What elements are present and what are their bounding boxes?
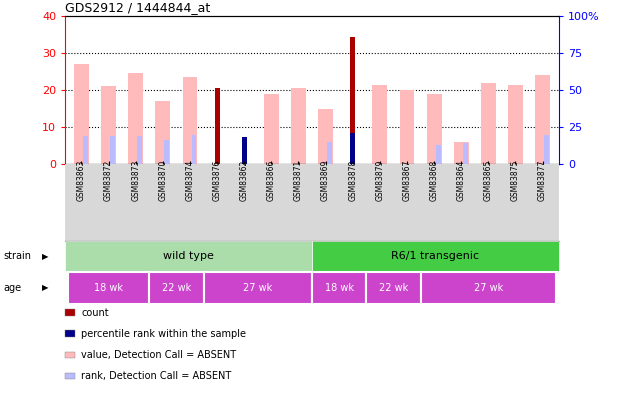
Bar bbox=[192, 135, 196, 164]
Text: percentile rank within the sample: percentile rank within the sample bbox=[81, 329, 247, 339]
Text: R6/1 transgenic: R6/1 transgenic bbox=[391, 251, 479, 261]
Bar bbox=[68, 272, 149, 304]
Bar bbox=[544, 135, 549, 164]
Bar bbox=[508, 85, 523, 164]
Bar bbox=[420, 272, 556, 304]
Bar bbox=[454, 142, 469, 164]
Bar bbox=[111, 136, 115, 164]
Bar bbox=[463, 143, 468, 164]
Bar bbox=[65, 241, 312, 271]
Bar bbox=[350, 133, 355, 164]
Bar bbox=[215, 88, 220, 164]
Text: 22 wk: 22 wk bbox=[162, 283, 191, 293]
Text: count: count bbox=[81, 308, 109, 318]
Text: ▶: ▶ bbox=[42, 252, 48, 261]
Bar bbox=[183, 77, 197, 164]
Text: wild type: wild type bbox=[163, 251, 214, 261]
Text: value, Detection Call = ABSENT: value, Detection Call = ABSENT bbox=[81, 350, 237, 360]
Bar bbox=[463, 151, 468, 164]
Bar bbox=[312, 272, 366, 304]
Bar bbox=[137, 136, 142, 164]
Bar bbox=[427, 94, 442, 164]
Bar bbox=[366, 272, 420, 304]
Text: rank, Detection Call = ABSENT: rank, Detection Call = ABSENT bbox=[81, 371, 232, 381]
Text: 18 wk: 18 wk bbox=[325, 283, 354, 293]
Text: GDS2912 / 1444844_at: GDS2912 / 1444844_at bbox=[65, 1, 211, 14]
Bar bbox=[155, 101, 170, 164]
Bar bbox=[373, 85, 388, 164]
Text: age: age bbox=[3, 283, 21, 293]
Bar bbox=[318, 109, 333, 164]
Text: 18 wk: 18 wk bbox=[94, 283, 123, 293]
Bar bbox=[291, 88, 306, 164]
Bar bbox=[165, 141, 170, 164]
Text: 27 wk: 27 wk bbox=[474, 283, 503, 293]
Bar bbox=[101, 86, 116, 164]
Bar bbox=[436, 145, 441, 164]
Bar bbox=[74, 64, 89, 164]
Bar bbox=[129, 73, 143, 164]
Bar bbox=[350, 36, 355, 164]
Text: 22 wk: 22 wk bbox=[379, 283, 408, 293]
Text: strain: strain bbox=[3, 251, 31, 261]
Bar bbox=[535, 75, 550, 164]
Bar bbox=[204, 272, 312, 304]
Bar bbox=[312, 241, 559, 271]
Bar bbox=[83, 136, 88, 164]
Text: 27 wk: 27 wk bbox=[243, 283, 273, 293]
Text: ▶: ▶ bbox=[42, 284, 48, 292]
Bar bbox=[149, 272, 204, 304]
Bar bbox=[264, 94, 279, 164]
Bar bbox=[481, 83, 496, 164]
Bar bbox=[242, 137, 247, 164]
Bar bbox=[399, 90, 414, 164]
Bar bbox=[327, 142, 332, 164]
